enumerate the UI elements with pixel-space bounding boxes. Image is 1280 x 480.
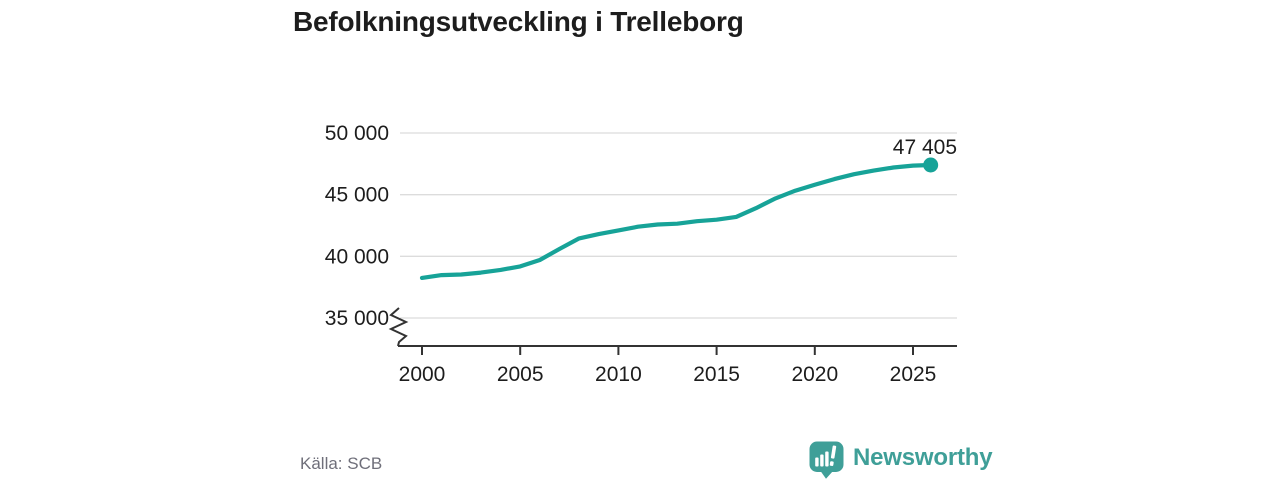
newsworthy-logo[interactable]: Newsworthy bbox=[809, 441, 993, 479]
latest-point-marker bbox=[923, 157, 939, 173]
population-chart: 50 000 45 000 40 000 35 000 2000 2005 2010 2015… bbox=[325, 122, 957, 386]
x-tick-label: 2020 bbox=[791, 363, 838, 386]
population-line bbox=[419, 162, 933, 280]
chart-title: Befolkningsutveckling i Trelleborg bbox=[293, 6, 744, 37]
newsworthy-wordmark: Newsworthy bbox=[853, 444, 993, 471]
y-tick-label: 35 000 bbox=[325, 307, 389, 330]
latest-value-label: 47 405 bbox=[893, 136, 957, 159]
y-tick-label: 45 000 bbox=[325, 184, 389, 207]
y-tick-label: 50 000 bbox=[325, 122, 389, 145]
x-tick-label: 2005 bbox=[497, 363, 544, 386]
x-tick-label: 2025 bbox=[890, 363, 937, 386]
y-tick-label: 40 000 bbox=[325, 245, 389, 268]
x-tick-label: 2000 bbox=[399, 363, 446, 386]
source-credit: Källa: SCB bbox=[300, 454, 383, 473]
x-tick-label: 2010 bbox=[595, 363, 642, 386]
newsworthy-bubble-icon bbox=[809, 441, 844, 479]
x-tick-label: 2015 bbox=[693, 363, 740, 386]
axis-break-icon bbox=[388, 307, 409, 347]
